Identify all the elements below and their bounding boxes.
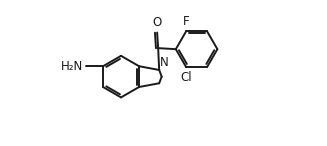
Text: O: O (152, 16, 162, 29)
Text: Cl: Cl (181, 71, 192, 84)
Text: N: N (160, 56, 169, 69)
Text: F: F (183, 15, 190, 28)
Text: H₂N: H₂N (61, 60, 83, 73)
